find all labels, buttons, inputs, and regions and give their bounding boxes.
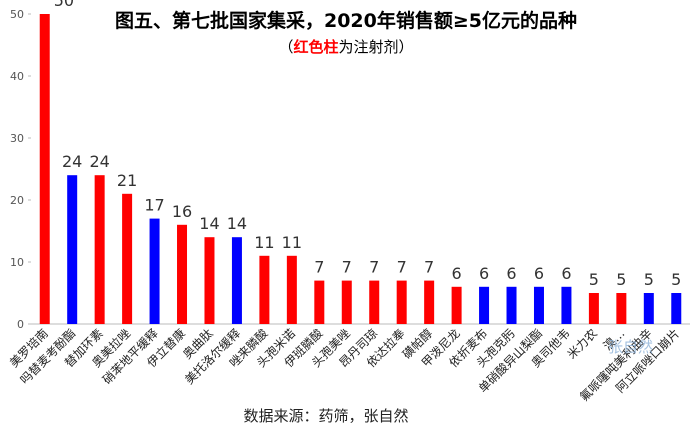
bar [451, 286, 462, 324]
y-tick-label: 10 [10, 256, 24, 269]
bar [177, 224, 188, 324]
y-tick-label: 50 [10, 8, 24, 21]
bar [479, 286, 490, 324]
bar-value-label: 5 [671, 270, 681, 289]
chart-title: 图五、第七批国家集采，2020年销售额≥5亿元的品种 [115, 9, 577, 32]
bar-value-label: 24 [89, 152, 109, 171]
bar-value-label: 24 [62, 152, 82, 171]
y-tick-label: 0 [17, 318, 24, 331]
subtitle-rest: 为注射剂 [339, 38, 399, 56]
bars [39, 14, 682, 324]
bar-value-label: 14 [199, 214, 219, 233]
y-tick-label: 20 [10, 194, 24, 207]
bar-value-label: 6 [561, 264, 571, 283]
subtitle-close: ） [399, 38, 414, 56]
y-tick-label: 40 [10, 70, 24, 83]
bar [671, 293, 682, 324]
bar [643, 293, 654, 324]
bar-value-label: 6 [452, 264, 462, 283]
bar-value-label: 5 [589, 270, 599, 289]
bar [149, 218, 160, 324]
bar [259, 255, 270, 324]
bar-value-label: 17 [144, 196, 164, 215]
bar [314, 280, 325, 324]
x-tick-label: 米力农 [565, 326, 600, 361]
bar-value-label: 7 [314, 258, 324, 277]
bar-value-label: 11 [282, 233, 302, 252]
bar-value-label: 6 [506, 264, 516, 283]
subtitle-open: （ [278, 38, 293, 56]
bar [286, 255, 297, 324]
bar-value-label: 14 [227, 214, 247, 233]
bar [533, 286, 544, 324]
bar [122, 193, 133, 324]
bar-value-label: 6 [534, 264, 544, 283]
bar [94, 175, 105, 324]
bar [369, 280, 380, 324]
bar [39, 14, 50, 324]
category-labels: 美罗培南吗替麦考酚酯替加环素奥美拉唑硝苯地平缓释伊立替康奥曲肽美托洛尔缓释唑来膦… [6, 326, 682, 404]
watermark: 张自然 [608, 338, 653, 356]
bar [204, 237, 215, 324]
bar-value-label: 7 [424, 258, 434, 277]
bar-value-label: 7 [397, 258, 407, 277]
bar [424, 280, 435, 324]
bar-value-label: 5 [616, 270, 626, 289]
y-tick-label: 30 [10, 132, 24, 145]
bar-value-label: 50 [54, 0, 74, 10]
bar [341, 280, 352, 324]
bar-value-label: 21 [117, 171, 137, 190]
bar-value-label: 11 [254, 233, 274, 252]
bar-value-label: 16 [172, 202, 192, 221]
bar [588, 293, 599, 324]
subtitle-highlight: 红色柱 [293, 38, 338, 56]
bar [616, 293, 627, 324]
bar [67, 175, 78, 324]
bar-value-label: 7 [342, 258, 352, 277]
bar [396, 280, 407, 324]
chart-subtitle: （红色柱为注射剂） [278, 38, 413, 56]
source-note: 数据来源：药筛，张自然 [243, 407, 408, 425]
bar-value-label: 6 [479, 264, 489, 283]
y-axis: 0 10 20 30 40 50 [10, 8, 690, 331]
bar [561, 286, 572, 324]
bar-value-label: 7 [369, 258, 379, 277]
bar-value-label: 5 [644, 270, 654, 289]
bar [506, 286, 517, 324]
bar [231, 237, 242, 324]
